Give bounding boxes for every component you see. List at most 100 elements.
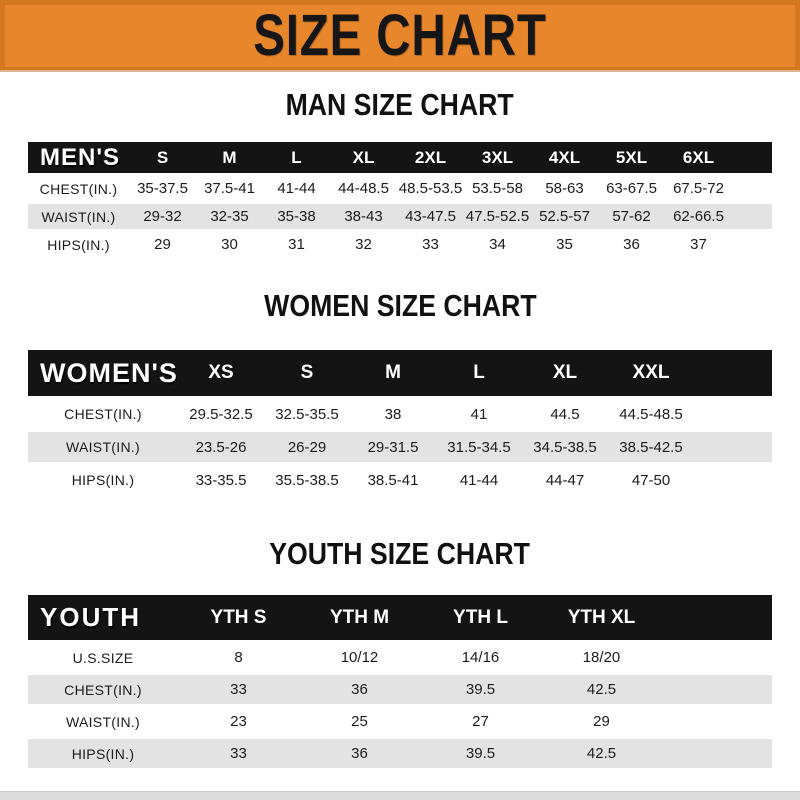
size-value-cell: 23 [178,707,299,736]
table-header-row: MEN'S S M L XL 2XL 3XL 4XL 5XL 6XL [28,142,772,173]
column-header: L [263,142,330,173]
size-value-cell: 42.5 [541,675,662,704]
size-value-cell: 8 [178,643,299,672]
row-label: HIPS(IN.) [28,739,178,768]
table-header-row: WOMEN'S XS S M L XL XXL [28,350,772,396]
youth-size-table: YOUTH YTH S YTH M YTH L YTH XL U.S.SIZE 8 10/12… [28,592,772,771]
table-header-row: YOUTH YTH S YTH M YTH L YTH XL [28,595,772,640]
size-value-cell: 25 [299,707,420,736]
youth-section-heading: YOUTH SIZE CHART [0,538,800,569]
row-filler-cell [694,465,772,495]
size-value-cell: 62-66.5 [665,204,732,229]
column-header: L [436,350,522,396]
column-header: 5XL [598,142,665,173]
size-value-cell: 34 [464,232,531,257]
section-men: MAN SIZE CHART MEN'S S M L XL 2XL 3XL 4XL 5XL 6XL… [0,89,800,260]
men-size-table: MEN'S S M L XL 2XL 3XL 4XL 5XL 6XL CHEST(IN.) 35-37… [28,139,772,260]
size-value-cell: 58-63 [531,176,598,201]
size-value-cell: 38.5-41 [350,465,436,495]
size-value-cell: 47.5-52.5 [464,204,531,229]
row-label: U.S.SIZE [28,643,178,672]
table-row: CHEST(IN.) 35-37.5 37.5-41 41-44 44-48.5 48.5… [28,176,772,201]
size-value-cell: 14/16 [420,643,541,672]
banner-title: SIZE CHART [253,3,547,68]
size-value-cell: 47-50 [608,465,694,495]
size-value-cell: 36 [299,739,420,768]
size-value-cell: 34.5-38.5 [522,432,608,462]
table-row: U.S.SIZE 8 10/12 14/16 18/20 [28,643,772,672]
size-value-cell: 53.5-58 [464,176,531,201]
column-header: S [129,142,196,173]
size-value-cell: 33-35.5 [178,465,264,495]
column-header: 2XL [397,142,464,173]
size-value-cell: 29 [541,707,662,736]
size-value-cell: 29 [129,232,196,257]
size-value-cell: 33 [397,232,464,257]
size-value-cell: 42.5 [541,739,662,768]
size-value-cell: 27 [420,707,541,736]
table-row: WAIST(IN.) 23.5-26 26-29 29-31.5 31.5-34.5 34… [28,432,772,462]
size-value-cell: 29.5-32.5 [178,399,264,429]
size-value-cell: 32-35 [196,204,263,229]
men-section-heading-text: MAN SIZE CHART [285,87,515,122]
size-value-cell: 31.5-34.5 [436,432,522,462]
size-value-cell: 23.5-26 [178,432,264,462]
header-filler-cell [694,350,772,396]
row-filler-cell [732,204,772,229]
column-header: M [350,350,436,396]
size-value-cell: 33 [178,739,299,768]
size-value-cell: 32 [330,232,397,257]
size-value-cell: 36 [598,232,665,257]
row-label: WAIST(IN.) [28,432,178,462]
size-value-cell: 57-62 [598,204,665,229]
women-size-table: WOMEN'S XS S M L XL XXL CHEST(IN.) 29.5-32.5 32.5… [28,347,772,498]
row-label: WAIST(IN.) [28,204,129,229]
column-header: 6XL [665,142,732,173]
column-header: YTH M [299,595,420,640]
column-header: 4XL [531,142,598,173]
size-value-cell: 33 [178,675,299,704]
size-value-cell: 35-38 [263,204,330,229]
size-value-cell: 67.5-72 [665,176,732,201]
size-value-cell: 38-43 [330,204,397,229]
column-header: YTH L [420,595,541,640]
table-row: CHEST(IN.) 29.5-32.5 32.5-35.5 38 41 44.5 44.5… [28,399,772,429]
size-value-cell: 44.5 [522,399,608,429]
size-value-cell: 38.5-42.5 [608,432,694,462]
youth-section-heading-text: YOUTH SIZE CHART [269,536,531,571]
table-title-cell: WOMEN'S [28,350,178,396]
bottom-strip [0,791,800,800]
size-value-cell: 44.5-48.5 [608,399,694,429]
size-value-cell: 29-32 [129,204,196,229]
row-filler-cell [662,739,772,768]
size-value-cell: 43-47.5 [397,204,464,229]
column-header: XL [522,350,608,396]
row-filler-cell [662,707,772,736]
column-header: M [196,142,263,173]
size-value-cell: 38 [350,399,436,429]
size-value-cell: 39.5 [420,675,541,704]
size-value-cell: 32.5-35.5 [264,399,350,429]
size-value-cell: 36 [299,675,420,704]
header-filler-cell [732,142,772,173]
header-filler-cell [662,595,772,640]
table-title-cell: MEN'S [28,142,129,173]
row-label: HIPS(IN.) [28,465,178,495]
row-filler-cell [662,675,772,704]
table-row: WAIST(IN.) 23 25 27 29 [28,707,772,736]
size-value-cell: 26-29 [264,432,350,462]
row-filler-cell [732,176,772,201]
row-label: CHEST(IN.) [28,675,178,704]
men-section-heading: MAN SIZE CHART [0,89,800,120]
table-row: HIPS(IN.) 29 30 31 32 33 34 35 36 37 [28,232,772,257]
size-value-cell: 37 [665,232,732,257]
column-header: YTH XL [541,595,662,640]
table-row: HIPS(IN.) 33-35.5 35.5-38.5 38.5-41 41-44 44-… [28,465,772,495]
row-label: CHEST(IN.) [28,399,178,429]
size-value-cell: 35 [531,232,598,257]
row-filler-cell [662,643,772,672]
row-filler-cell [732,232,772,257]
column-header: XS [178,350,264,396]
size-value-cell: 37.5-41 [196,176,263,201]
